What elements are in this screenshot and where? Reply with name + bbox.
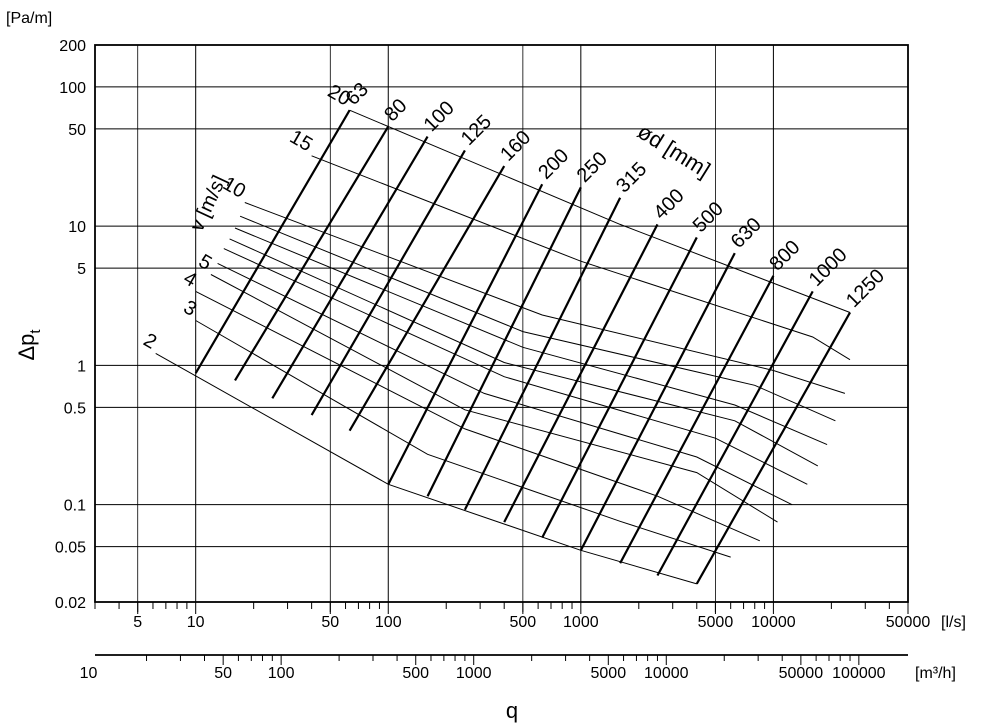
diameter-line bbox=[463, 197, 622, 511]
diameter-label: 125 bbox=[457, 111, 496, 150]
velocity-label: 4 bbox=[180, 267, 201, 292]
diameter-label: 1250 bbox=[842, 265, 889, 312]
diameter-line bbox=[310, 149, 466, 416]
velocity-curve bbox=[217, 262, 793, 506]
y-tick-label: 1 bbox=[77, 358, 86, 375]
y-axis-title: Δpt bbox=[14, 329, 44, 361]
y-tick-label: 10 bbox=[68, 219, 86, 236]
velocity-label: 15 bbox=[286, 126, 316, 156]
x2-tick-label: 50 bbox=[214, 665, 232, 682]
velocity-curve bbox=[229, 238, 819, 467]
x2-tick-label: 50000 bbox=[779, 665, 824, 682]
y-tick-label: 100 bbox=[59, 80, 86, 97]
x-tick-label: 100 bbox=[375, 614, 402, 631]
velocity-curve bbox=[311, 155, 851, 361]
diameter-label: 63 bbox=[342, 78, 373, 109]
y-tick-label: 50 bbox=[68, 122, 86, 139]
velocity-label: 2 bbox=[140, 329, 161, 354]
diameter-label: 500 bbox=[689, 198, 728, 237]
diameter-label: 315 bbox=[612, 158, 651, 197]
x2-axis-unit: [m³/h] bbox=[915, 665, 956, 682]
x2-tick-label: 10 bbox=[80, 665, 98, 682]
grid bbox=[95, 44, 908, 603]
diameter-line bbox=[194, 109, 351, 374]
velocity-title: v [m/s] bbox=[186, 172, 231, 235]
velocity-label: 3 bbox=[180, 296, 201, 321]
x-tick-label: 10000 bbox=[751, 614, 796, 631]
velocity-curve bbox=[195, 290, 760, 542]
y-tick-label: 0.5 bbox=[64, 400, 86, 417]
velocity-curve bbox=[239, 215, 836, 422]
diameter-line bbox=[348, 165, 506, 432]
diameter-line bbox=[656, 290, 814, 577]
velocity-curve bbox=[234, 227, 828, 446]
diameter-line bbox=[271, 136, 429, 399]
y-tick-label: 0.1 bbox=[64, 498, 86, 515]
diameter-line bbox=[695, 311, 851, 585]
diameter-label: 80 bbox=[380, 95, 411, 126]
x2-tick-label: 1000 bbox=[456, 665, 492, 682]
x2-tick-label: 10000 bbox=[644, 665, 689, 682]
x2-tick-label: 100000 bbox=[832, 665, 885, 682]
x2-tick-label: 100 bbox=[268, 665, 295, 682]
x2-tick-label: 500 bbox=[402, 665, 429, 682]
diameter-label: 100 bbox=[420, 97, 459, 136]
diameter-label: 1000 bbox=[805, 244, 852, 291]
plot-frame bbox=[94, 44, 909, 603]
x-tick-label: 5 bbox=[133, 614, 142, 631]
x-tick-label: 1000 bbox=[563, 614, 599, 631]
velocity-curve bbox=[195, 320, 731, 558]
y-tick-label: 200 bbox=[59, 38, 86, 55]
x-tick-label: 50000 bbox=[886, 614, 931, 631]
diameter-line bbox=[426, 186, 582, 497]
diameter-line bbox=[503, 223, 659, 523]
diameter-line bbox=[541, 236, 698, 539]
velocity-curve bbox=[155, 352, 697, 585]
diameter-label: 400 bbox=[649, 185, 688, 224]
x-tick-label: 10 bbox=[187, 614, 205, 631]
diameter-line bbox=[234, 125, 390, 382]
x-tick-label: 500 bbox=[510, 614, 537, 631]
y-unit-label: [Pa/m] bbox=[6, 10, 52, 27]
diameter-line bbox=[387, 183, 544, 485]
diameter-label: 200 bbox=[534, 145, 573, 184]
diameter-line bbox=[579, 252, 736, 551]
y-tick-label: 0.05 bbox=[55, 540, 86, 557]
velocity-curve bbox=[349, 109, 851, 313]
x-axis-unit: [l/s] bbox=[941, 614, 966, 631]
x-axis-title: q bbox=[506, 698, 518, 723]
x-tick-label: 50 bbox=[321, 614, 339, 631]
velocity-curve bbox=[210, 274, 778, 523]
diameter-label: 160 bbox=[496, 126, 535, 165]
diameter-label: 800 bbox=[765, 236, 804, 275]
diameter-label: 630 bbox=[727, 214, 766, 253]
x-tick-label: 5000 bbox=[698, 614, 734, 631]
x2-tick-label: 5000 bbox=[591, 665, 627, 682]
diameter-label: 250 bbox=[573, 148, 612, 187]
y-tick-label: 0.02 bbox=[55, 595, 86, 612]
y-tick-label: 5 bbox=[77, 261, 86, 278]
velocity-curve bbox=[244, 202, 846, 394]
diameter-line bbox=[619, 275, 775, 564]
